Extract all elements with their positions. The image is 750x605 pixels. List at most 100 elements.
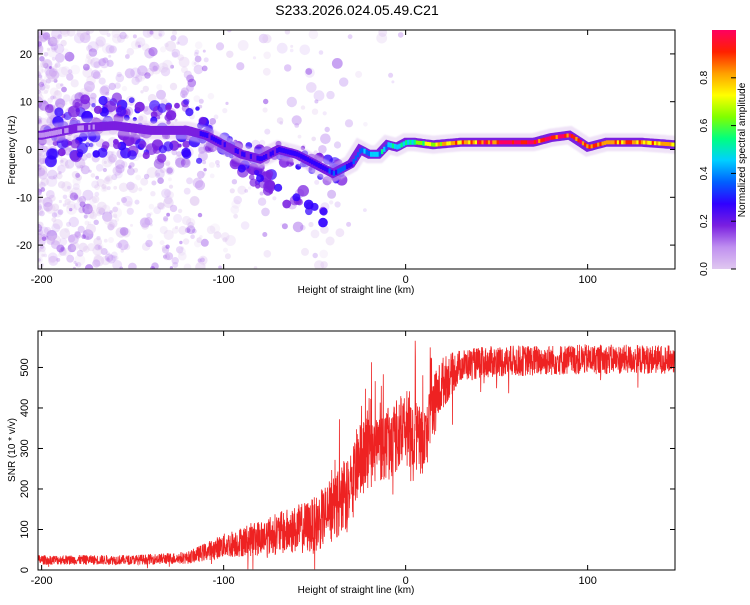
spectrogram-noise-blob xyxy=(51,217,57,223)
spectrogram-ridge-cell xyxy=(660,141,663,146)
spectrogram-noise-blob xyxy=(158,30,165,37)
spectrogram-cluster xyxy=(46,148,58,160)
spectrogram-noise-blob xyxy=(94,191,100,197)
spectrogram-noise-blob xyxy=(51,212,58,218)
spectrogram-noise-blob xyxy=(213,114,219,120)
spectrogram-noise-blob xyxy=(312,252,318,259)
spectrogram-noise-blob xyxy=(169,266,173,269)
spectrogram-ridge-cell xyxy=(457,140,460,145)
spectrogram-ridge-cell xyxy=(103,123,106,129)
spectrogram-noise-blob xyxy=(100,255,111,266)
spectrogram-noise-blob xyxy=(163,216,169,222)
figure-title: S233.2026.024.05.49.C21 xyxy=(275,2,439,18)
spectrogram-noise-blob xyxy=(87,41,99,53)
spectrogram-noise-blob xyxy=(186,224,191,230)
spectrogram-noise-blob xyxy=(163,217,169,223)
spectrogram-noise-blob xyxy=(48,194,56,202)
spectrogram-cluster xyxy=(254,169,260,175)
spectrogram-ridge-cell xyxy=(99,124,102,130)
spectrogram-noise-blob xyxy=(171,149,178,156)
colorbar-tick-label: 0.4 xyxy=(699,166,710,180)
snr-y-tick-label: 100 xyxy=(19,520,31,538)
spectrogram-noise-blob xyxy=(38,92,44,104)
spectrogram-ridge-cell xyxy=(42,132,45,138)
spectrogram-ridge-cell xyxy=(594,143,598,148)
spectrogram-noise-blob xyxy=(137,65,148,76)
spectrogram-ridge-cell xyxy=(321,165,325,171)
spectrogram-noise-blob xyxy=(118,182,129,192)
spectrogram-noise-blob xyxy=(85,55,95,66)
spectrogram-noise-blob xyxy=(40,79,47,86)
spectrogram-noise-blob xyxy=(66,254,75,263)
spectrogram-noise-blob xyxy=(116,242,123,249)
spectrogram-noise-blob xyxy=(67,234,76,243)
spectrogram-noise-blob xyxy=(286,96,297,108)
spectrogram-noise-blob xyxy=(104,253,114,262)
spectrogram-ridge-cell xyxy=(525,140,528,145)
spectrogram-ridge-cell xyxy=(92,124,95,130)
spectrogram-ridge-cell xyxy=(511,140,515,145)
spectrogram-ridge-cell xyxy=(557,134,561,139)
spectrogram-noise-blob xyxy=(85,53,92,60)
spectrogram-noise-blob xyxy=(51,56,56,61)
spectrogram-noise-blob xyxy=(168,184,174,189)
spectrogram-noise-blob xyxy=(38,188,42,196)
spectrogram-noise-blob xyxy=(151,64,162,75)
snr-marks xyxy=(38,340,675,570)
spectrogram-noise-blob xyxy=(122,195,133,207)
spectrogram-ridge-cell xyxy=(177,127,181,133)
spectrogram-noise-blob xyxy=(261,207,270,217)
spectrogram-noise-blob xyxy=(103,216,113,225)
spectrogram-ridge-cell xyxy=(618,140,622,145)
spectrogram-cluster xyxy=(113,141,121,150)
spectrogram-noise-blob xyxy=(72,241,80,249)
spectrogram-noise-blob xyxy=(339,77,349,87)
spectrogram-noise-blob xyxy=(77,225,85,233)
spectrogram-noise-blob xyxy=(51,30,62,39)
spectrogram-ridge-cell xyxy=(673,142,675,147)
spectrogram-ridge-cell xyxy=(252,154,255,160)
colorbar-tick-label: 0.0 xyxy=(699,262,710,276)
spectrogram-ridge-cell xyxy=(621,140,624,145)
spectrogram-noise-blob xyxy=(290,44,294,48)
spectrogram-noise-blob xyxy=(103,160,107,164)
spectrogram-ridge-cell xyxy=(584,142,587,147)
spectrogram-noise-blob xyxy=(333,141,342,149)
spectrogram-branch-point xyxy=(310,202,319,211)
spectrogram-ridge-cell xyxy=(64,128,67,134)
spectrogram-noise-blob xyxy=(300,224,306,231)
spectrogram-noise-blob xyxy=(145,239,153,248)
spectrogram-cluster xyxy=(185,108,194,117)
spectrogram-noise-blob xyxy=(363,208,367,213)
spectrogram-noise-blob xyxy=(114,217,120,222)
snr-y-tick-label: 500 xyxy=(19,358,31,376)
spectrogram-ridge-cell xyxy=(365,149,368,155)
spectrogram-noise-blob xyxy=(83,214,88,219)
spectrogram-ridge-cell xyxy=(426,141,430,146)
spectrogram-noise-blob xyxy=(108,150,118,160)
spectrogram-noise-blob xyxy=(75,263,79,267)
spectrogram-noise-blob xyxy=(140,177,149,186)
spectrogram-noise-blob xyxy=(38,154,46,165)
spectrogram-ridge-cell xyxy=(481,140,484,145)
spectrogram-ridge-cell xyxy=(256,155,259,161)
spectrogram-noise-blob xyxy=(108,154,117,163)
spectrogram-ridge-cell xyxy=(470,140,473,145)
spectrogram-ridge-cell xyxy=(123,124,126,130)
spectrogram-noise-blob xyxy=(230,205,240,215)
spectrogram-noise-blob xyxy=(138,115,144,121)
spectrogram-noise-blob xyxy=(90,173,96,178)
spectrogram-noise-blob xyxy=(38,35,43,44)
spectrogram-ridge-cell xyxy=(533,140,537,145)
spectrogram-ridge-cell xyxy=(577,138,580,143)
spectrogram-noise-blob xyxy=(42,32,51,40)
spectrogram-noise-blob xyxy=(42,99,47,105)
spectrogram-ridge-cell xyxy=(396,144,399,150)
spectrogram-noise-blob xyxy=(124,68,135,79)
spectrogram-ridge-cell xyxy=(171,127,174,133)
spectrogram-noise-blob xyxy=(164,42,169,48)
spectrogram-ridge-cell xyxy=(57,129,61,135)
spectrogram-noise-blob xyxy=(108,82,117,91)
spectrogram-noise-blob xyxy=(42,59,53,70)
spectrogram-y-tick-label: -20 xyxy=(16,240,32,252)
